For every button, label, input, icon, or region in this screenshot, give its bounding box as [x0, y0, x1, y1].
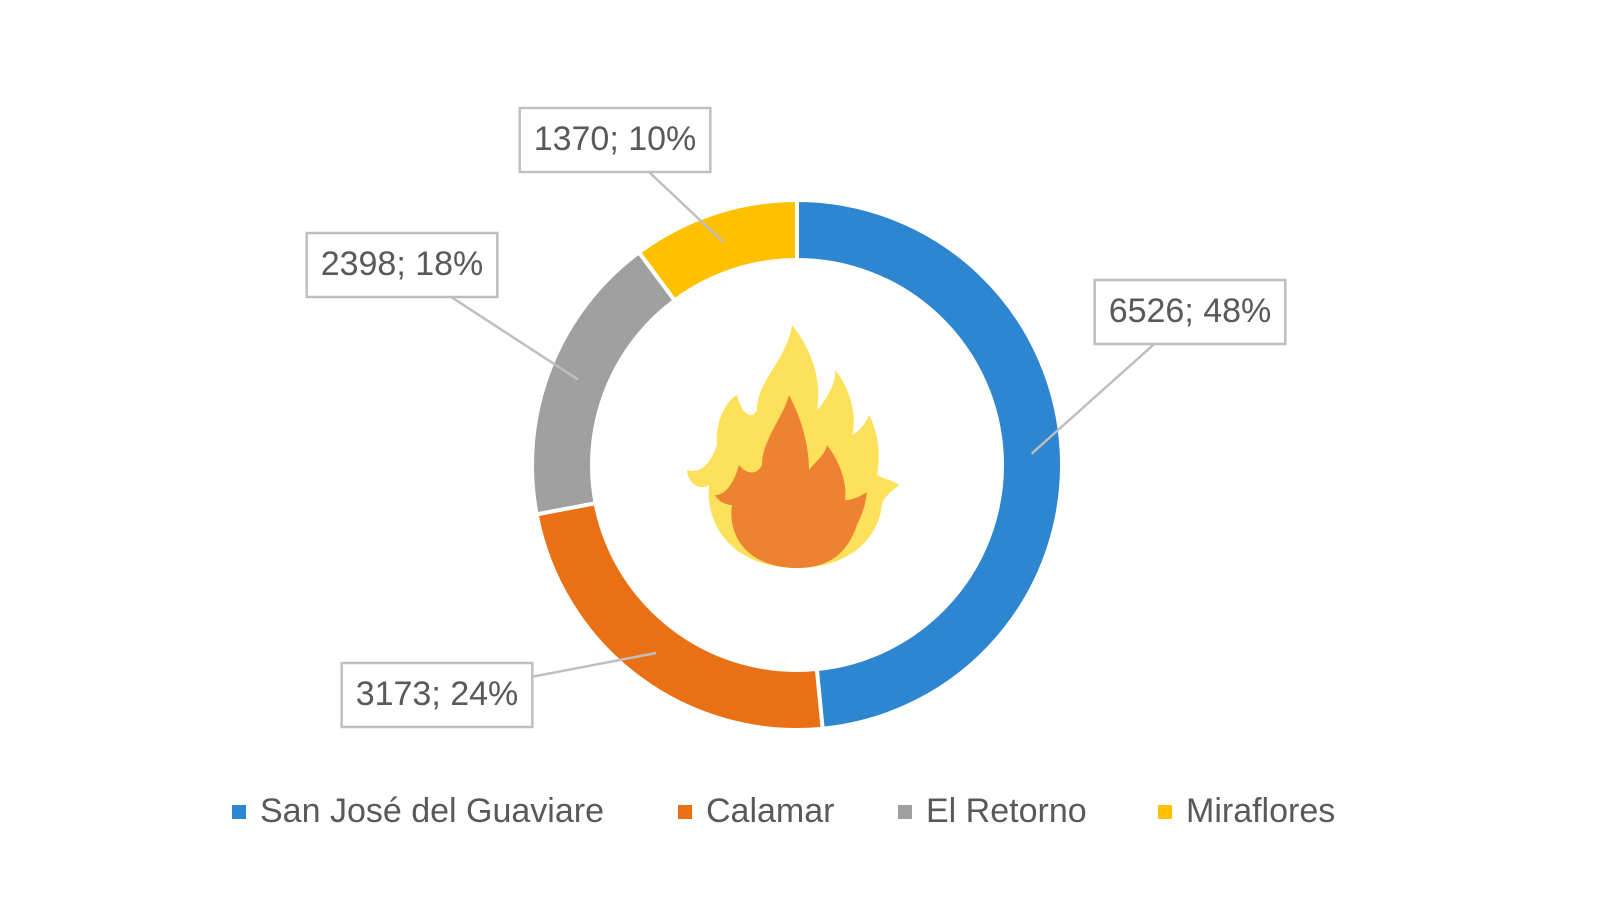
legend-swatch — [678, 805, 692, 819]
data-label-text: 1370; 10% — [534, 120, 697, 158]
data-label-text: 2398; 18% — [321, 245, 484, 283]
legend-swatch — [1158, 805, 1172, 819]
legend-label: San José del Guaviare — [260, 792, 604, 830]
data-label-box — [340, 661, 534, 729]
data-label: 3173; 24% — [340, 661, 534, 729]
data-label-box — [305, 231, 499, 299]
data-label-box — [518, 106, 712, 174]
data-label-box — [1093, 278, 1287, 346]
legend-label: Miraflores — [1186, 792, 1335, 830]
doughnut-segment — [636, 197, 799, 304]
legend-label: El Retorno — [926, 792, 1087, 830]
doughnut-segment — [795, 197, 1064, 731]
data-label: 6526; 48% — [1093, 278, 1287, 346]
data-label: 2398; 18% — [305, 231, 499, 299]
data-label-text: 6526; 48% — [1109, 292, 1272, 330]
data-label-text: 3173; 24% — [356, 675, 519, 713]
flame-icon — [687, 325, 899, 568]
legend-swatch — [898, 805, 912, 819]
legend-label: Calamar — [706, 792, 834, 830]
legend-swatch — [232, 805, 246, 819]
data-label: 1370; 10% — [518, 106, 712, 174]
